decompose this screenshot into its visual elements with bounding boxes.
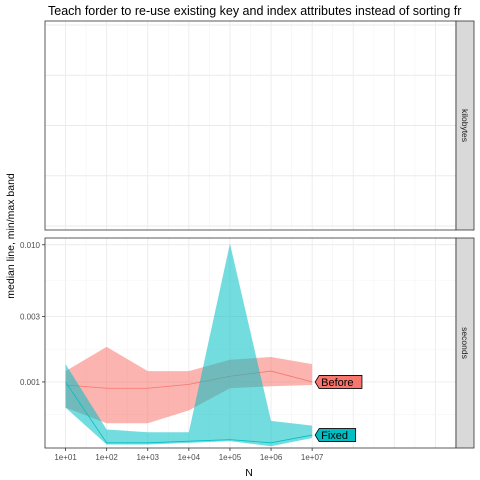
strip-background (455, 20, 475, 231)
direct-label-text-fixed: Fixed (321, 430, 348, 442)
panel-seconds: 0.001 0.003 0.010 Before Fixed seconds (20, 237, 475, 449)
y-axis-title: median line, min/max band (5, 173, 17, 299)
x-tick-label: 1e+02 (95, 453, 118, 462)
median-line-before (65, 370, 313, 389)
panel-kilobytes: kilobytes (44, 20, 475, 231)
x-tick-label: 1e+01 (54, 453, 77, 462)
y-tick-label: 0.010 (20, 241, 41, 250)
chart-title: Teach forder to re-use existing key and … (48, 4, 461, 18)
x-tick-label: 1e+06 (260, 453, 283, 462)
x-tick-label: 1e+05 (219, 453, 242, 462)
panel-layer: kilobytes 0.001 0.003 0.010 Before Fixed secon… (20, 20, 475, 462)
strip-seconds: seconds (455, 237, 475, 449)
x-tick-label: 1e+07 (301, 453, 324, 462)
y-tick-label: 0.001 (20, 378, 41, 387)
direct-label-before: Before (314, 375, 363, 389)
band-fixed (65, 243, 313, 447)
strip-label: kilobytes (460, 109, 470, 142)
direct-label-text-before: Before (321, 377, 353, 389)
x-tick-label: 1e+03 (137, 453, 160, 462)
x-tick-label: 1e+04 (178, 453, 201, 462)
direct-label-box-before (314, 375, 363, 389)
direct-label-box-fixed (314, 428, 357, 442)
y-tick-label: 0.003 (20, 312, 41, 321)
x-axis-title: N (245, 467, 253, 479)
strip-label: seconds (460, 327, 470, 359)
median-line-fixed (65, 381, 313, 444)
strip-background (455, 237, 475, 449)
strip-kilobytes: kilobytes (455, 20, 475, 231)
direct-label-fixed: Fixed (314, 428, 357, 442)
